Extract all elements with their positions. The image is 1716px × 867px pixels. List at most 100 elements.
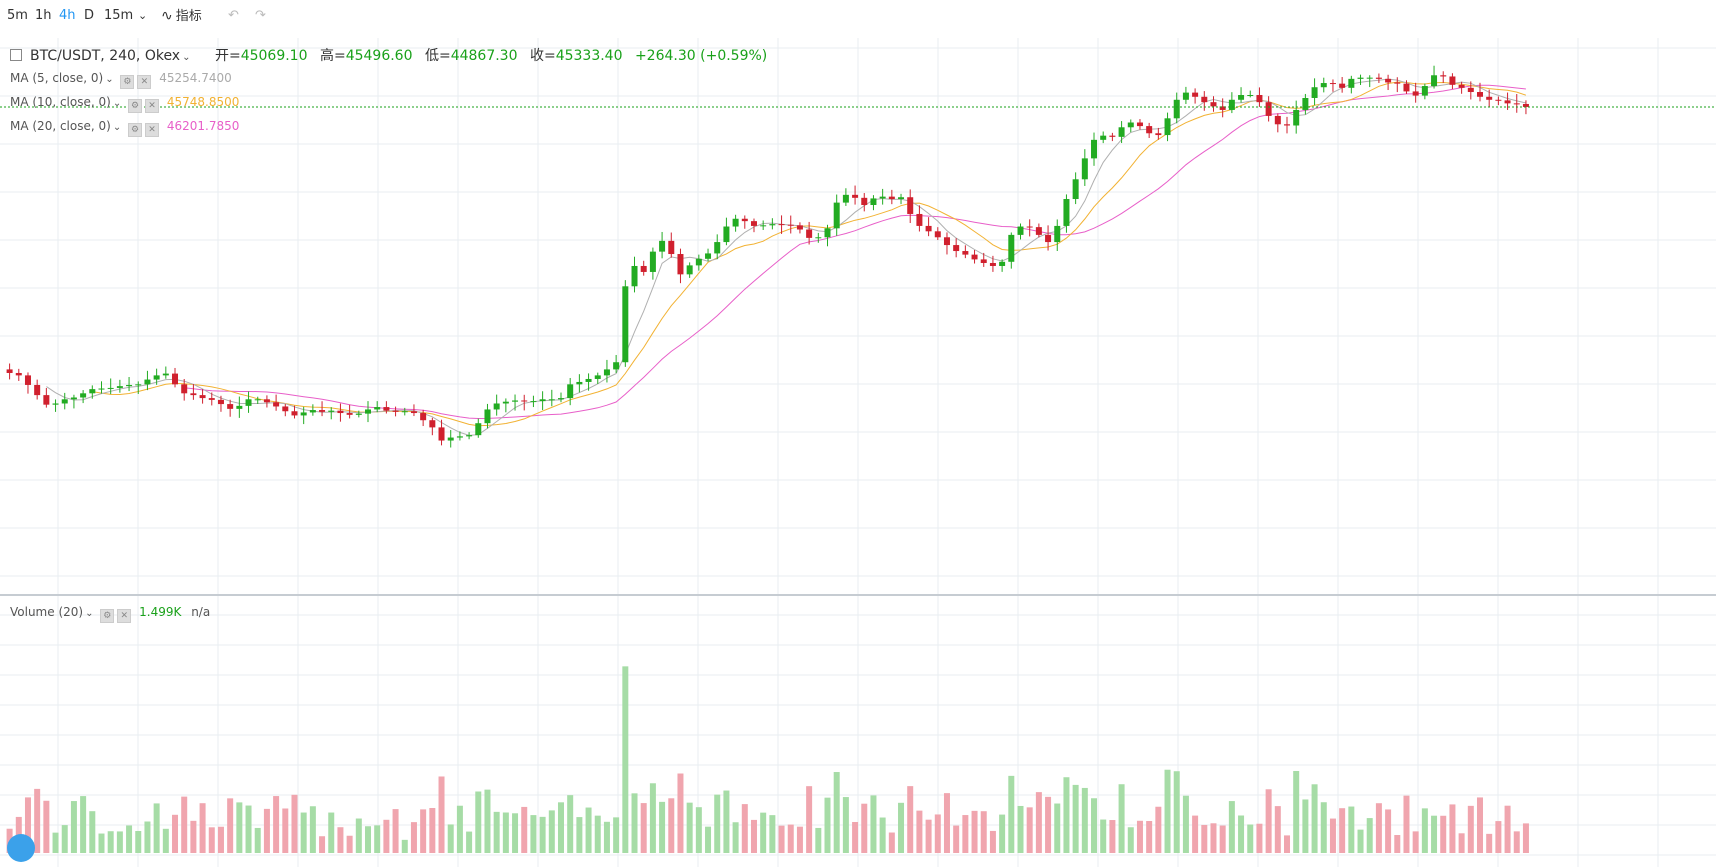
volume-bar [898,802,905,853]
candle-body [898,197,905,200]
volume-bar [410,822,417,853]
candle-body [1017,226,1024,235]
symbol-dropdown-icon[interactable]: ⌄ [182,52,191,63]
interval-dropdown-icon[interactable]: ⌄ [138,9,148,22]
candle-body [401,411,408,413]
ma20-settings-icon[interactable]: ⚙ [128,123,143,137]
volume-bar [1256,823,1263,853]
volume-bar [208,827,215,853]
ma5-settings-icon[interactable]: ⚙ [120,75,135,89]
volume-bar [107,831,114,853]
volume-bar [190,820,197,853]
ma5-dropdown-icon[interactable]: ⌄ [105,74,114,85]
ma10-close-icon[interactable]: ✕ [145,99,160,113]
ma5-legend[interactable]: MA (5, close, 0) ⌄ ⚙ ✕ 45254.7400 [10,71,232,89]
interval-15m-button[interactable]: 15m [104,8,134,23]
candle-body [1182,92,1189,100]
volume-bar [824,797,831,853]
candle-body [567,384,574,399]
volume-bar [750,819,757,853]
volume-bar [346,835,353,853]
candle-body [1403,83,1410,92]
interval-d-button[interactable]: D [84,8,95,23]
candle-body [1045,234,1052,243]
volume-bar [484,789,491,853]
volume-bar [649,783,656,853]
ma10-dropdown-icon[interactable]: ⌄ [112,98,122,109]
volume-bar [1504,805,1511,853]
volume-bar [1394,835,1401,853]
volume-bar [769,815,776,853]
main-legend: BTC/USDT, 240, Okex ⌄ 开=45069.10 高=45496.… [10,45,767,65]
volume-bar [383,819,390,853]
volume-bar [907,786,914,853]
candle-body [824,228,831,238]
candle-body [43,395,50,405]
volume-bar [1136,820,1143,853]
candle-body [576,381,583,385]
volume-settings-icon[interactable]: ⚙ [100,609,115,623]
tradingview-logo[interactable] [7,834,35,862]
candle-body [1284,124,1291,126]
candle-body [999,261,1006,266]
candle-body [1495,99,1502,101]
redo-icon[interactable]: ↷ [255,8,266,23]
volume-bar [1008,775,1015,853]
candle-body [144,379,151,385]
ma20-close-icon[interactable]: ✕ [145,123,160,137]
volume-bar [1054,803,1061,853]
volume-bar [1100,819,1107,853]
candle-body [493,403,500,410]
legend-collapse-icon[interactable] [10,49,22,61]
volume-bar [631,793,638,853]
volume-close-icon[interactable]: ✕ [117,609,132,623]
interval-4h-button[interactable]: 4h [59,8,76,23]
candles-layer [6,65,1529,448]
interval-5m-button[interactable]: 5m [7,8,28,23]
volume-bar [603,821,610,853]
undo-icon[interactable]: ↶ [228,8,239,23]
volume-dropdown-icon[interactable]: ⌄ [85,608,94,619]
ma10-legend[interactable]: MA (10, close, 0) ⌄ ⚙ ✕ 45748.8500 [10,95,239,113]
low-value: 44867.30 [450,48,518,64]
volume-bar [493,811,500,853]
volume-bar [567,795,574,853]
volume-bar [126,825,133,853]
volume-bar [1458,833,1465,853]
candle-body [346,413,353,415]
volume-legend[interactable]: Volume (20) ⌄ ⚙ ✕ 1.499K n/a [10,605,210,623]
candle-body [796,225,803,230]
candle-body [1054,225,1061,243]
interval-1h-button[interactable]: 1h [35,8,52,23]
volume-bar [1228,801,1235,853]
volume-bar [1247,824,1254,853]
candle-body [521,400,528,402]
candle-body [1081,158,1088,180]
candle-body [815,237,822,239]
volume-bar [1238,815,1245,853]
ma20-legend[interactable]: MA (20, close, 0) ⌄ ⚙ ✕ 46201.7850 [10,119,239,137]
volume-bar [475,791,482,853]
volume-bar [43,800,50,853]
candle-body [1072,179,1079,200]
indicators-button[interactable]: ∿ 指标 [161,0,202,32]
candle-body [557,398,564,400]
candle-body [80,393,87,398]
ma20-dropdown-icon[interactable]: ⌄ [112,122,122,133]
ma10-settings-icon[interactable]: ⚙ [128,99,143,113]
volume-bar [723,790,730,853]
volume-bar [98,833,105,853]
ma5-close-icon[interactable]: ✕ [137,75,152,89]
candle-body [502,401,509,404]
volume-bar [245,805,252,853]
volume-bar [1311,784,1318,853]
low-label: 低= [424,48,451,64]
candle-body [916,213,923,226]
volume-bar [787,824,794,853]
volume-bar [291,794,298,853]
volume-bar [1173,771,1180,853]
indicators-icon: ∿ [161,8,173,24]
candle-body [907,197,914,214]
symbol-title[interactable]: BTC/USDT, 240, Okex [30,48,181,64]
